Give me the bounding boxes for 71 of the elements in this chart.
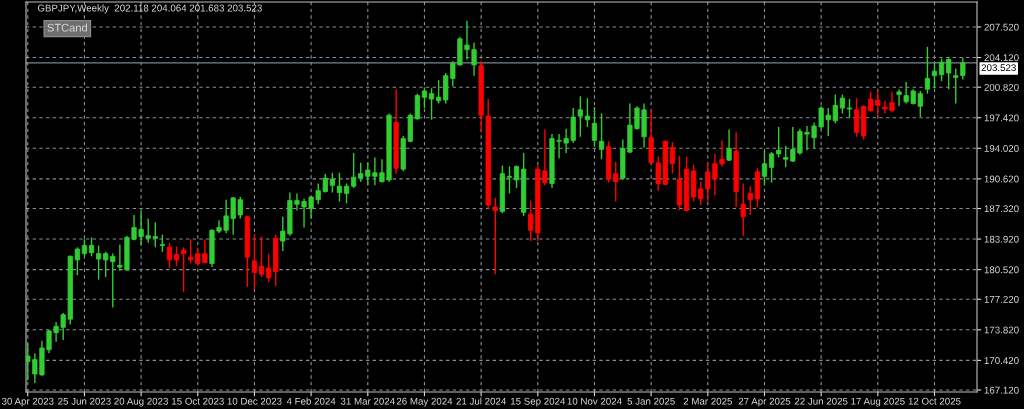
- candlestick: [258, 235, 265, 278]
- x-tick-label: 15 Oct 2023: [172, 397, 224, 405]
- candlestick: [436, 79, 442, 105]
- x-tick-label: 2 Mar 2025: [683, 397, 732, 405]
- candlestick: [598, 112, 605, 160]
- candlestick: [95, 244, 102, 281]
- y-tick-label: 190.620: [984, 175, 1019, 183]
- y-tick-label: 197.420: [984, 114, 1019, 122]
- x-tick-label: 10 Dec 2023: [227, 397, 282, 405]
- annotation: STCand: [47, 23, 87, 32]
- x-tick-label: 26 May 2024: [396, 397, 453, 407]
- candlestick: [924, 46, 931, 95]
- candlestick: [613, 161, 619, 203]
- y-tick-label: 200.820: [984, 83, 1019, 91]
- candlestick: [761, 149, 768, 187]
- candlestick: [414, 92, 420, 121]
- candlestick: [173, 245, 180, 267]
- chart-title: GBPJPY,Weekly 202.118 204.064 201.683 203.523: [37, 4, 262, 14]
- x-tick-label: 15 Sep 2024: [510, 397, 566, 407]
- y-tick-label: 167.120: [984, 386, 1019, 394]
- candlestick: [584, 97, 591, 128]
- y-tick-label: 207.520: [984, 23, 1019, 31]
- y-tick-label: 177.220: [984, 296, 1019, 303]
- candlestick: [88, 236, 95, 258]
- candlestick: [329, 172, 335, 194]
- x-tick-label: 12 Oct 2025: [908, 397, 961, 405]
- candlestick: [938, 57, 945, 82]
- candlestick: [351, 152, 357, 189]
- candlestick: [166, 242, 173, 269]
- candlestick: [768, 151, 775, 184]
- ref-line-label: 203.523: [981, 64, 1016, 72]
- x-tick-label: 22 Jun 2025: [794, 397, 848, 405]
- y-tick-label: 170.420: [984, 357, 1019, 364]
- candlestick: [839, 93, 846, 115]
- x-tick-label: 21 Jul 2024: [456, 397, 506, 405]
- x-tick-label: 4 Feb 2024: [286, 397, 336, 405]
- y-tick-label: 183.920: [984, 235, 1019, 243]
- candlestick: [428, 87, 435, 121]
- candlestick: [669, 141, 676, 175]
- x-tick-label: 31 Mar 2024: [340, 397, 395, 405]
- y-tick-label: 173.820: [984, 326, 1019, 334]
- candlestick: [931, 60, 938, 89]
- candlestick: [181, 246, 187, 293]
- candlestick: [336, 172, 343, 203]
- candlestick: [776, 126, 782, 159]
- candlestick: [74, 246, 80, 276]
- x-tick-label: 25 Jun 2023: [58, 397, 111, 405]
- candlestick: [740, 182, 746, 237]
- candlestick: [591, 106, 598, 148]
- y-tick-label: 180.520: [984, 266, 1019, 274]
- x-tick-label: 20 Aug 2023: [114, 397, 168, 407]
- y-tick-label: 204.120: [984, 54, 1019, 62]
- candlestick: [421, 86, 428, 109]
- x-tick-label: 27 Apr 2025: [738, 397, 791, 407]
- candlestick: [251, 233, 258, 291]
- candlestick: [492, 197, 498, 275]
- candlestick: [853, 97, 860, 138]
- x-tick-label: 30 Apr 2023: [1, 397, 54, 407]
- candlestick: [726, 128, 732, 162]
- candlestick: [747, 185, 753, 216]
- y-tick-label: 194.020: [984, 145, 1019, 152]
- candlestick: [343, 182, 350, 204]
- candlestick: [896, 88, 902, 107]
- x-tick-label: 5 Jan 2025: [627, 397, 675, 405]
- candlestick: [266, 252, 272, 284]
- candlestick: [506, 165, 513, 195]
- x-tick-label: 17 Aug 2025: [851, 397, 905, 407]
- y-tick-label: 187.320: [984, 205, 1019, 213]
- candlestick: [846, 98, 853, 119]
- candlestick: [946, 56, 952, 90]
- x-tick-label: 10 Nov 2024: [567, 397, 622, 405]
